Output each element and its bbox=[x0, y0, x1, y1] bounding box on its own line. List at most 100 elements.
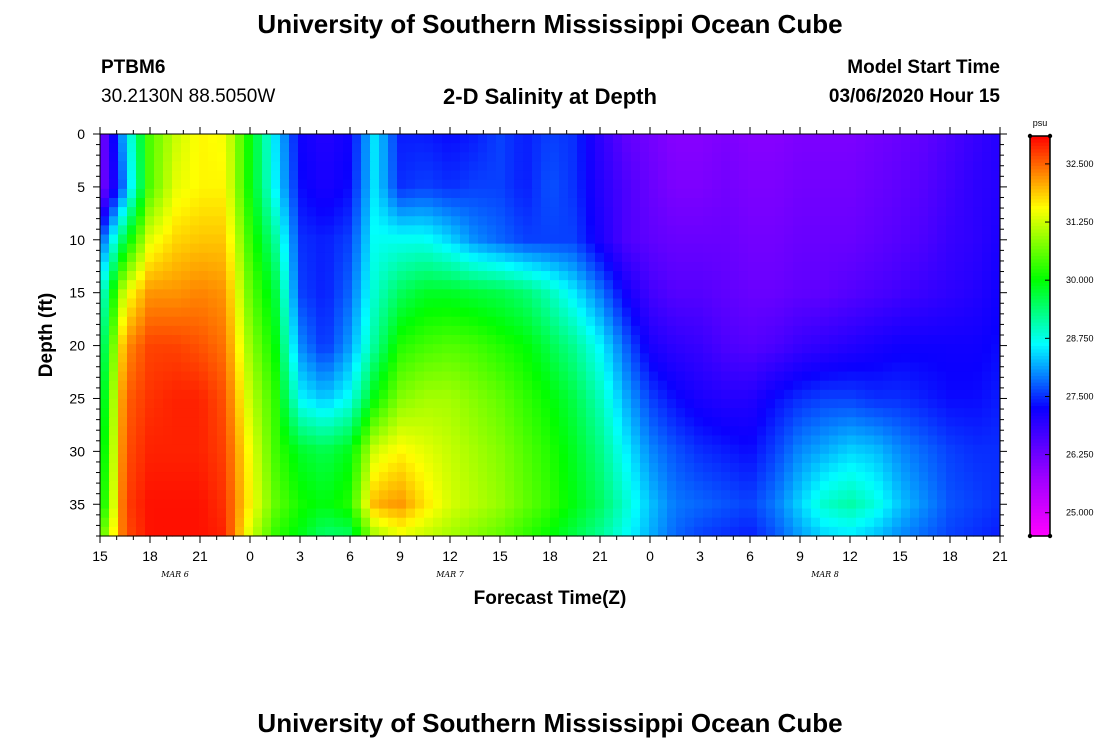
heatmap-cell bbox=[163, 325, 173, 336]
heatmap-cell bbox=[244, 216, 254, 226]
heatmap-cell bbox=[406, 325, 416, 336]
heatmap-cell bbox=[847, 298, 857, 309]
colorbar-band bbox=[1030, 369, 1050, 374]
heatmap-cell bbox=[451, 453, 461, 464]
heatmap-cell bbox=[442, 280, 452, 290]
heatmap-cell bbox=[748, 243, 758, 254]
heatmap-cell bbox=[775, 216, 785, 226]
heatmap-cell bbox=[955, 325, 965, 336]
heatmap-cell bbox=[541, 499, 551, 510]
heatmap-cell bbox=[451, 143, 461, 153]
heatmap-cell bbox=[262, 234, 272, 245]
heatmap-cell bbox=[154, 335, 164, 345]
heatmap-cell bbox=[937, 325, 947, 336]
heatmap-cell bbox=[154, 490, 164, 501]
heatmap-cell bbox=[217, 462, 227, 473]
heatmap-cell bbox=[982, 472, 992, 482]
heatmap-cell bbox=[991, 417, 1001, 427]
heatmap-cell bbox=[613, 289, 623, 300]
heatmap-cell bbox=[721, 197, 731, 208]
heatmap-cell bbox=[982, 490, 992, 501]
heatmap-cell bbox=[775, 335, 785, 345]
heatmap-cell bbox=[370, 408, 380, 418]
heatmap-cell bbox=[172, 207, 182, 217]
heatmap-cell bbox=[451, 371, 461, 382]
heatmap-cell bbox=[343, 353, 353, 364]
heatmap-cell bbox=[514, 216, 524, 226]
heatmap-cell bbox=[694, 188, 704, 199]
heatmap-cell bbox=[865, 252, 875, 263]
heatmap-cell bbox=[271, 444, 281, 455]
heatmap-cell bbox=[469, 234, 479, 245]
heatmap-cell bbox=[406, 170, 416, 181]
heatmap-cell bbox=[550, 134, 560, 144]
heatmap-cell bbox=[217, 316, 227, 327]
heatmap-cell bbox=[649, 353, 659, 364]
heatmap-cell bbox=[703, 161, 713, 172]
heatmap-cell bbox=[424, 417, 434, 427]
heatmap-cell bbox=[505, 289, 515, 300]
heatmap-cell bbox=[856, 143, 866, 153]
heatmap-cell bbox=[262, 435, 272, 446]
heatmap-cell bbox=[334, 271, 344, 281]
heatmap-cell bbox=[442, 188, 452, 199]
heatmap-cell bbox=[271, 344, 281, 354]
x-tick-label: 18 bbox=[942, 548, 958, 564]
heatmap-cell bbox=[262, 472, 272, 482]
heatmap-cell bbox=[388, 499, 398, 510]
heatmap-cell bbox=[874, 207, 884, 217]
heatmap-cell bbox=[496, 371, 506, 382]
heatmap-cell bbox=[145, 335, 155, 345]
heatmap-cell bbox=[964, 271, 974, 281]
heatmap-cell bbox=[829, 252, 839, 263]
heatmap-cell bbox=[640, 417, 650, 427]
heatmap-cell bbox=[118, 152, 128, 163]
heatmap-cell bbox=[154, 271, 164, 281]
heatmap-cell bbox=[244, 316, 254, 327]
heatmap-cell bbox=[811, 134, 821, 144]
heatmap-cell bbox=[703, 143, 713, 153]
heatmap-cell bbox=[964, 389, 974, 400]
heatmap-cell bbox=[388, 207, 398, 217]
heatmap-cell bbox=[352, 371, 362, 382]
heatmap-cell bbox=[361, 490, 371, 501]
heatmap-cell bbox=[694, 225, 704, 236]
heatmap-cell bbox=[991, 426, 1001, 437]
heatmap-cell bbox=[298, 462, 308, 473]
heatmap-cell bbox=[352, 344, 362, 354]
heatmap-cell bbox=[892, 444, 902, 455]
heatmap-cell bbox=[964, 134, 974, 144]
heatmap-cell bbox=[361, 526, 371, 537]
model-start-value: 03/06/2020 Hour 15 bbox=[828, 86, 1000, 107]
heatmap-cell bbox=[505, 526, 515, 537]
heatmap-cell bbox=[991, 152, 1001, 163]
heatmap-cell bbox=[136, 252, 146, 263]
heatmap-cell bbox=[550, 398, 560, 409]
heatmap-cell bbox=[163, 472, 173, 482]
heatmap-cell bbox=[595, 526, 605, 537]
heatmap-cell bbox=[109, 462, 119, 473]
heatmap-cell bbox=[964, 371, 974, 382]
heatmap-cell bbox=[442, 499, 452, 510]
heatmap-cell bbox=[622, 298, 632, 309]
heatmap-cell bbox=[397, 517, 407, 528]
heatmap-cell bbox=[199, 252, 209, 263]
heatmap-cell bbox=[226, 280, 236, 290]
heatmap-cell bbox=[811, 490, 821, 501]
heatmap-cell bbox=[919, 243, 929, 254]
heatmap-cell bbox=[784, 207, 794, 217]
heatmap-cell bbox=[154, 408, 164, 418]
heatmap-cell bbox=[838, 161, 848, 172]
heatmap-cell bbox=[937, 289, 947, 300]
heatmap-cell bbox=[424, 371, 434, 382]
heatmap-cell bbox=[865, 398, 875, 409]
heatmap-cell bbox=[181, 225, 191, 236]
heatmap-cell bbox=[991, 261, 1001, 272]
heatmap-cell bbox=[622, 453, 632, 464]
heatmap-cell bbox=[100, 216, 110, 226]
heatmap-cell bbox=[181, 362, 191, 373]
heatmap-cell bbox=[514, 444, 524, 455]
heatmap-cell bbox=[280, 134, 290, 144]
heatmap-cell bbox=[955, 252, 965, 263]
heatmap-cell bbox=[847, 261, 857, 272]
